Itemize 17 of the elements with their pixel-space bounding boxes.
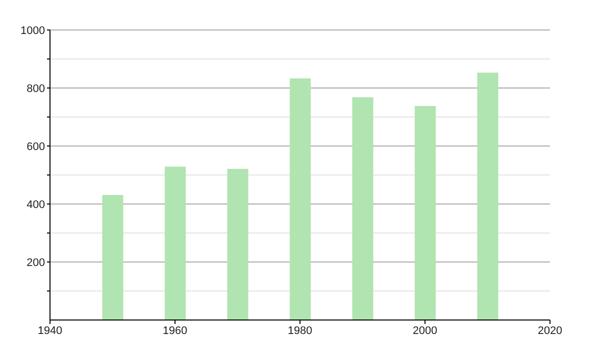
x-tick-label: 1940 <box>38 324 62 337</box>
x-tick-label: 1980 <box>288 324 312 337</box>
bar <box>290 78 311 320</box>
bar <box>227 168 248 320</box>
y-tick-label: 200 <box>26 256 45 269</box>
x-tick-label: 2020 <box>538 324 562 337</box>
bar <box>164 166 186 320</box>
y-tick-label: 600 <box>26 140 45 153</box>
y-tick-label: 800 <box>26 82 45 95</box>
y-tick-label: 1000 <box>20 24 45 37</box>
y-tick-label: 400 <box>26 198 45 211</box>
bar <box>477 72 498 320</box>
x-tick-label: 1960 <box>162 324 188 337</box>
x-tick-label: 2000 <box>412 324 438 337</box>
bar <box>352 97 374 320</box>
bar <box>102 195 124 320</box>
bar <box>414 106 436 320</box>
